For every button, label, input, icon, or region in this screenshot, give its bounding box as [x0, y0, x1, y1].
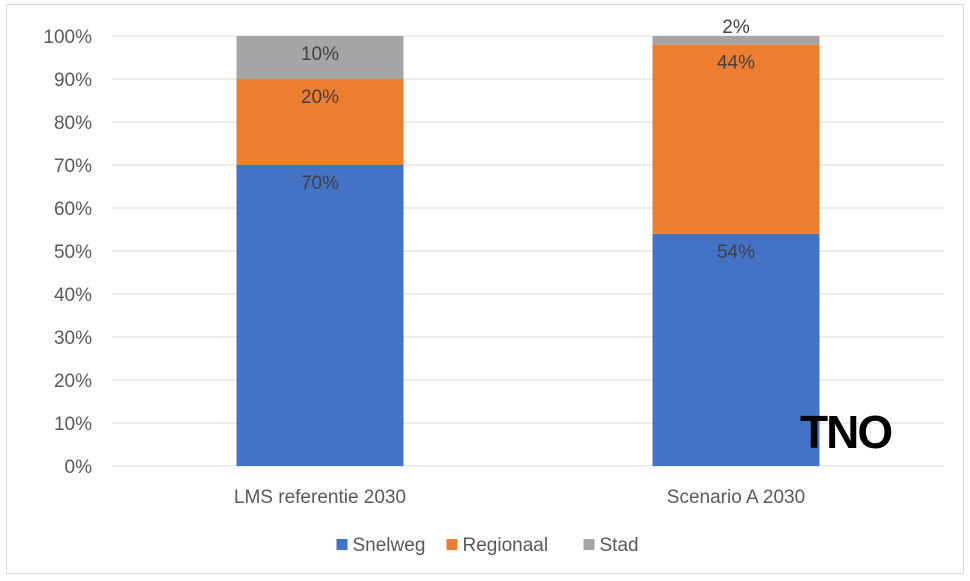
x-category-label: Scenario A 2030: [667, 487, 805, 508]
x-axis-categories: LMS referentie 2030 Scenario A 2030: [234, 487, 805, 508]
data-labels: 70% 20% 10% 54% 44% 2%: [301, 17, 755, 263]
y-tick-label: 100%: [43, 27, 92, 48]
y-tick-label: 0%: [65, 457, 93, 478]
y-tick-label: 40%: [54, 285, 92, 306]
bar-segment-stad: [236, 36, 404, 79]
bar-segment-stad: [652, 36, 820, 45]
bar-segment-snelweg: [236, 165, 404, 466]
legend-label: Stad: [600, 535, 639, 556]
bar-segment-regionaal: [652, 44, 820, 234]
bar-segment-regionaal: [236, 79, 404, 165]
y-tick-label: 30%: [54, 328, 92, 349]
y-axis-ticks: 0% 10% 20% 30% 40% 50% 60% 70% 80% 90% 100%: [43, 27, 92, 478]
y-tick-label: 80%: [54, 113, 92, 134]
y-tick-label: 20%: [54, 371, 92, 392]
data-label: 10%: [301, 44, 339, 65]
y-tick-label: 70%: [54, 156, 92, 177]
tno-logo: TNO: [800, 406, 891, 458]
legend-label: Snelweg: [353, 535, 426, 556]
y-tick-label: 50%: [54, 242, 92, 263]
legend-swatch-regionaal: [446, 539, 458, 550]
data-label: 70%: [301, 173, 339, 194]
y-tick-label: 60%: [54, 199, 92, 220]
bars: [236, 36, 820, 466]
legend-label: Regionaal: [463, 535, 549, 556]
data-label: 54%: [717, 242, 755, 263]
legend: Snelweg Regionaal Stad: [336, 535, 639, 556]
y-tick-label: 10%: [54, 414, 92, 435]
x-category-label: LMS referentie 2030: [234, 487, 406, 508]
data-label: 20%: [301, 87, 339, 108]
legend-swatch-snelweg: [336, 539, 348, 550]
bar-segment-snelweg: [652, 233, 820, 466]
y-tick-label: 90%: [54, 70, 92, 91]
data-label: 2%: [722, 17, 750, 38]
data-label: 44%: [717, 53, 755, 74]
legend-swatch-stad: [583, 539, 595, 550]
